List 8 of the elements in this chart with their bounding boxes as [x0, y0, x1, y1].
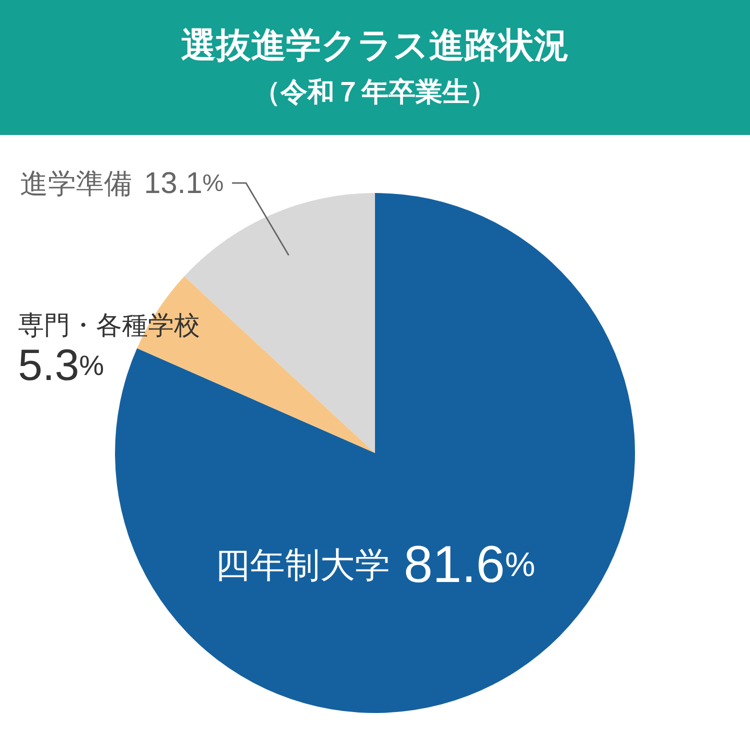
slice-label: 専門・各種学校	[18, 310, 200, 340]
data-label: 81.6%	[404, 536, 536, 594]
chart-title: 選抜進学クラス進路状況	[180, 25, 570, 67]
data-label: 5.3%	[18, 340, 104, 390]
chart-subtitle: （令和７年卒業生）	[252, 76, 498, 109]
slice-label: 進学準備	[20, 168, 132, 198]
data-label: 13.1%	[144, 166, 224, 200]
slice-label: 四年制大学	[214, 546, 390, 584]
